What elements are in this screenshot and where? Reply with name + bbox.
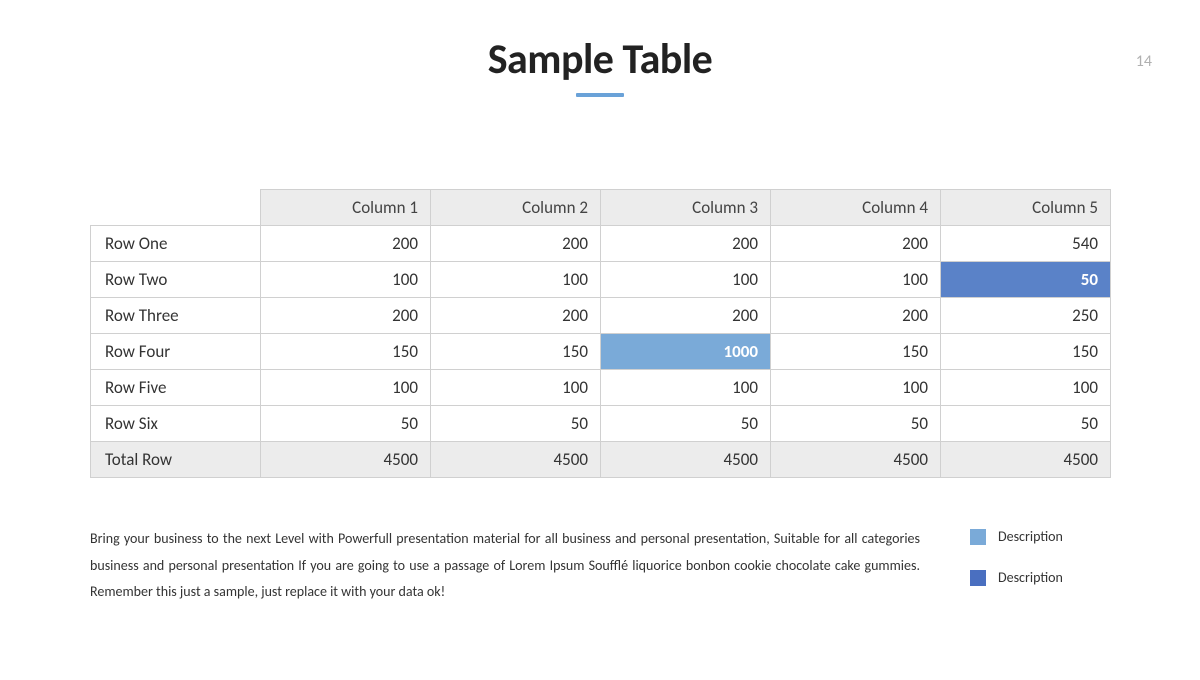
page-number: 14 xyxy=(1136,52,1152,71)
table-cell: 100 xyxy=(601,262,771,298)
table-cell: 200 xyxy=(431,226,601,262)
table-row: Row Five100100100100100 xyxy=(91,370,1111,406)
total-row-label: Total Row xyxy=(91,442,261,478)
data-table-container: Column 1Column 2Column 3Column 4Column 5… xyxy=(90,189,1110,478)
table-row: Row Three200200200200250 xyxy=(91,298,1111,334)
legend-item: Description xyxy=(970,528,1110,545)
table-cell: 200 xyxy=(601,298,771,334)
row-label: Row Six xyxy=(91,406,261,442)
table-cell: 50 xyxy=(601,406,771,442)
table-cell: 150 xyxy=(771,334,941,370)
table-cell: 100 xyxy=(431,262,601,298)
table-cell: 250 xyxy=(941,298,1111,334)
total-cell: 4500 xyxy=(431,442,601,478)
row-label: Row Five xyxy=(91,370,261,406)
table-cell: 100 xyxy=(941,370,1111,406)
legend-swatch xyxy=(970,570,986,586)
table-cell: 50 xyxy=(941,406,1111,442)
total-cell: 4500 xyxy=(601,442,771,478)
table-cell: 150 xyxy=(431,334,601,370)
row-label: Row Two xyxy=(91,262,261,298)
row-label: Row Four xyxy=(91,334,261,370)
description-text: Bring your business to the next Level wi… xyxy=(90,526,920,606)
row-label: Row One xyxy=(91,226,261,262)
row-label: Row Three xyxy=(91,298,261,334)
table-cell: 100 xyxy=(431,370,601,406)
title-underline xyxy=(576,93,624,97)
table-cell: 200 xyxy=(431,298,601,334)
table-header-blank xyxy=(91,190,261,226)
table-row: Row Six5050505050 xyxy=(91,406,1111,442)
table-cell: 540 xyxy=(941,226,1111,262)
table-cell: 100 xyxy=(261,370,431,406)
legend-item: Description xyxy=(970,569,1110,586)
total-cell: 4500 xyxy=(771,442,941,478)
table-cell: 1000 xyxy=(601,334,771,370)
column-header: Column 2 xyxy=(431,190,601,226)
table-cell: 200 xyxy=(601,226,771,262)
table-cell: 200 xyxy=(261,226,431,262)
table-row: Row Two10010010010050 xyxy=(91,262,1111,298)
table-cell: 150 xyxy=(261,334,431,370)
column-header: Column 1 xyxy=(261,190,431,226)
total-cell: 4500 xyxy=(941,442,1111,478)
legend-label: Description xyxy=(998,528,1063,545)
title-block: Sample Table xyxy=(0,0,1200,97)
footer: Bring your business to the next Level wi… xyxy=(90,526,1110,610)
table-total-row: Total Row45004500450045004500 xyxy=(91,442,1111,478)
table-cell: 100 xyxy=(601,370,771,406)
column-header: Column 4 xyxy=(771,190,941,226)
table-row: Row One200200200200540 xyxy=(91,226,1111,262)
page-title: Sample Table xyxy=(0,34,1200,85)
table-cell: 100 xyxy=(771,262,941,298)
table-cell: 50 xyxy=(941,262,1111,298)
legend-swatch xyxy=(970,529,986,545)
legend-label: Description xyxy=(998,569,1063,586)
table-cell: 100 xyxy=(771,370,941,406)
table-cell: 200 xyxy=(771,298,941,334)
data-table: Column 1Column 2Column 3Column 4Column 5… xyxy=(90,189,1111,478)
legend: Description Description xyxy=(970,526,1110,610)
table-cell: 200 xyxy=(261,298,431,334)
column-header: Column 5 xyxy=(941,190,1111,226)
table-cell: 200 xyxy=(771,226,941,262)
table-cell: 150 xyxy=(941,334,1111,370)
column-header: Column 3 xyxy=(601,190,771,226)
table-cell: 50 xyxy=(261,406,431,442)
table-cell: 100 xyxy=(261,262,431,298)
total-cell: 4500 xyxy=(261,442,431,478)
table-cell: 50 xyxy=(431,406,601,442)
table-cell: 50 xyxy=(771,406,941,442)
table-row: Row Four1501501000150150 xyxy=(91,334,1111,370)
table-header-row: Column 1Column 2Column 3Column 4Column 5 xyxy=(91,190,1111,226)
